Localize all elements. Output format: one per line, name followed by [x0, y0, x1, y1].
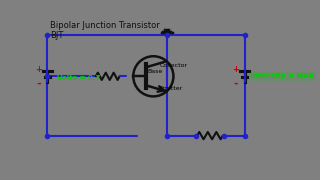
Text: Emitter: Emitter	[159, 86, 183, 91]
Text: -: -	[233, 79, 238, 89]
Text: Base: Base	[147, 69, 163, 74]
Text: -: -	[36, 79, 41, 89]
Text: Volts = 0.7: Volts = 0.7	[57, 75, 100, 81]
Text: Collector: Collector	[159, 63, 188, 68]
Text: +: +	[232, 64, 239, 73]
Text: Bipolar Junction Transistor
BJT: Bipolar Junction Transistor BJT	[50, 21, 160, 40]
Text: +: +	[35, 64, 42, 73]
Text: Intensity = MAX: Intensity = MAX	[250, 73, 314, 79]
